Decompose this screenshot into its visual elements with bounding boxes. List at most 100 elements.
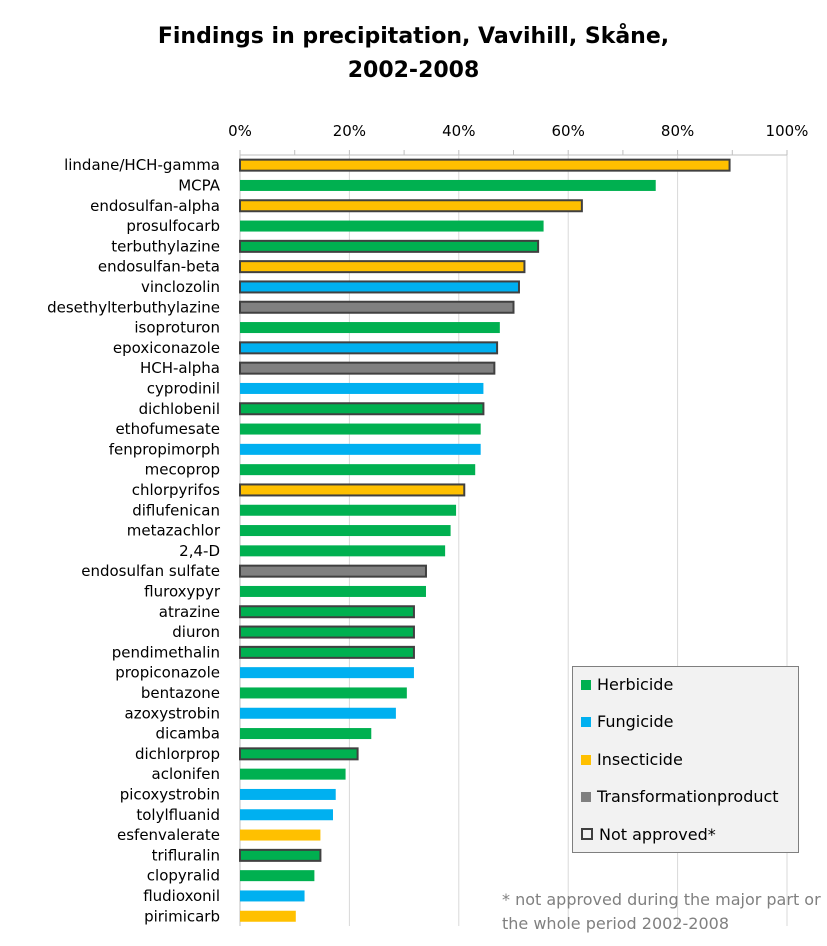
y-category-label: ethofumesate: [115, 420, 220, 438]
y-category-label: fludioxonil: [143, 887, 220, 905]
chart-title-line-2: 2002-2008: [347, 58, 480, 83]
legend-item-herbicide: Herbicide: [581, 675, 673, 695]
bar: [240, 220, 544, 232]
bar: [240, 788, 336, 800]
bar: [240, 809, 333, 821]
y-category-label: esfenvalerate: [117, 826, 220, 844]
legend-swatch-herbicide: [581, 680, 591, 690]
y-category-label: bentazone: [141, 684, 220, 702]
y-category-label: dicamba: [156, 725, 220, 743]
legend-swatch-not-approved: [581, 828, 593, 840]
legend-label: Transformationproduct: [597, 787, 779, 806]
legend-label: Herbicide: [597, 675, 674, 694]
bar: [240, 768, 346, 780]
footnote: * not approved during the major part or …: [502, 890, 821, 933]
chart-title-line-1: Findings in precipitation, Vavihill, Skå…: [157, 24, 670, 49]
y-category-label: endosulfan sulfate: [81, 562, 220, 580]
bar: [240, 707, 396, 719]
y-category-label: picoxystrobin: [120, 785, 220, 803]
legend-label: Insecticide: [597, 750, 683, 769]
y-category-label: tolylfluanid: [136, 806, 220, 824]
y-category-label: atrazine: [159, 603, 220, 621]
y-category-label: trifluralin: [152, 846, 220, 864]
y-category-label: fenpropimorph: [109, 440, 220, 458]
y-category-label: pirimicarb: [144, 907, 220, 925]
bar: [240, 525, 451, 537]
y-category-label: clopyralid: [147, 867, 220, 885]
bar: [240, 545, 446, 557]
y-category-label: desethylterbuthylazine: [47, 298, 220, 316]
x-tick-label: 20%: [333, 122, 366, 140]
bar: [239, 483, 466, 497]
legend-item-fungicide: Fungicide: [581, 712, 673, 732]
bar: [239, 260, 526, 274]
bar: [239, 747, 359, 761]
bar: [240, 910, 296, 922]
y-category-label: MCPA: [178, 176, 221, 194]
y-category-label: endosulfan-beta: [98, 258, 220, 276]
bar: [239, 848, 322, 862]
y-category-label: pendimethalin: [112, 643, 220, 661]
y-category-label: endosulfan-alpha: [90, 197, 220, 215]
bar: [239, 158, 731, 172]
legend-label: Fungicide: [597, 712, 674, 731]
x-tick-label: 40%: [442, 122, 475, 140]
y-category-label: cyprodinil: [147, 379, 220, 397]
y-category-label: azoxystrobin: [125, 704, 220, 722]
bar: [240, 829, 321, 841]
y-category-label: diuron: [172, 623, 220, 641]
bar: [239, 361, 496, 375]
bar: [240, 687, 407, 699]
bar: [239, 564, 427, 578]
y-category-label: terbuthylazine: [111, 237, 220, 255]
bar: [239, 239, 540, 253]
bar: [240, 870, 315, 882]
legend-swatch-transformationproduct: [581, 792, 591, 802]
x-tick-label: 60%: [552, 122, 585, 140]
bar: [240, 728, 372, 740]
bar: [240, 667, 414, 679]
y-category-label: metazachlor: [127, 522, 221, 540]
y-category-label: mecoprop: [145, 461, 220, 479]
x-tick-label: 80%: [661, 122, 694, 140]
bar: [240, 179, 656, 191]
y-category-label: lindane/HCH-gamma: [64, 156, 220, 174]
x-tick-label: 100%: [766, 122, 809, 140]
bar: [240, 382, 484, 394]
y-category-label: dichlobenil: [139, 400, 220, 418]
bar: [239, 625, 415, 639]
bar: [240, 423, 481, 435]
bar: [240, 322, 500, 334]
bar: [240, 890, 305, 902]
y-category-label: propiconazole: [115, 664, 220, 682]
bar: [240, 504, 457, 516]
bar: [239, 645, 415, 659]
legend-label: Not approved*: [599, 825, 716, 844]
y-category-label: isoproturon: [134, 319, 220, 337]
legend-item-insecticide: Insecticide: [581, 750, 683, 770]
y-category-label: fluroxypyr: [144, 582, 221, 600]
y-category-label: aclonifen: [152, 765, 220, 783]
bar: [239, 199, 583, 213]
bar: [239, 402, 485, 416]
bar: [239, 280, 520, 294]
legend-swatch-fungicide: [581, 717, 591, 727]
y-category-label: dichlorprop: [135, 745, 220, 763]
bar: [239, 605, 415, 619]
legend-item-transformationproduct: Transformationproduct: [581, 787, 779, 807]
bar: [240, 464, 476, 476]
y-category-label: HCH-alpha: [140, 359, 220, 377]
y-category-label: 2,4-D: [179, 542, 220, 560]
y-category-label: diflufenican: [132, 501, 220, 519]
bar: [239, 300, 515, 314]
bar: [239, 341, 499, 355]
bar: [240, 585, 426, 597]
y-category-label: vinclozolin: [141, 278, 220, 296]
legend-swatch-insecticide: [581, 755, 591, 765]
x-tick-label: 0%: [228, 122, 252, 140]
bar: [240, 443, 481, 455]
y-category-label: chlorpyrifos: [132, 481, 220, 499]
legend: Herbicide Fungicide Insecticide Transfor…: [572, 666, 799, 853]
y-category-label: prosulfocarb: [126, 217, 220, 235]
